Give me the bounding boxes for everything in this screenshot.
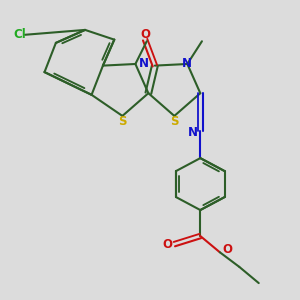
Text: Cl: Cl — [14, 28, 26, 41]
Text: S: S — [118, 115, 127, 128]
Text: O: O — [222, 243, 232, 256]
Text: N: N — [188, 126, 198, 139]
Text: N: N — [182, 58, 192, 70]
Text: S: S — [170, 115, 178, 128]
Text: O: O — [162, 238, 172, 250]
Text: N: N — [139, 58, 148, 70]
Text: O: O — [140, 28, 150, 41]
